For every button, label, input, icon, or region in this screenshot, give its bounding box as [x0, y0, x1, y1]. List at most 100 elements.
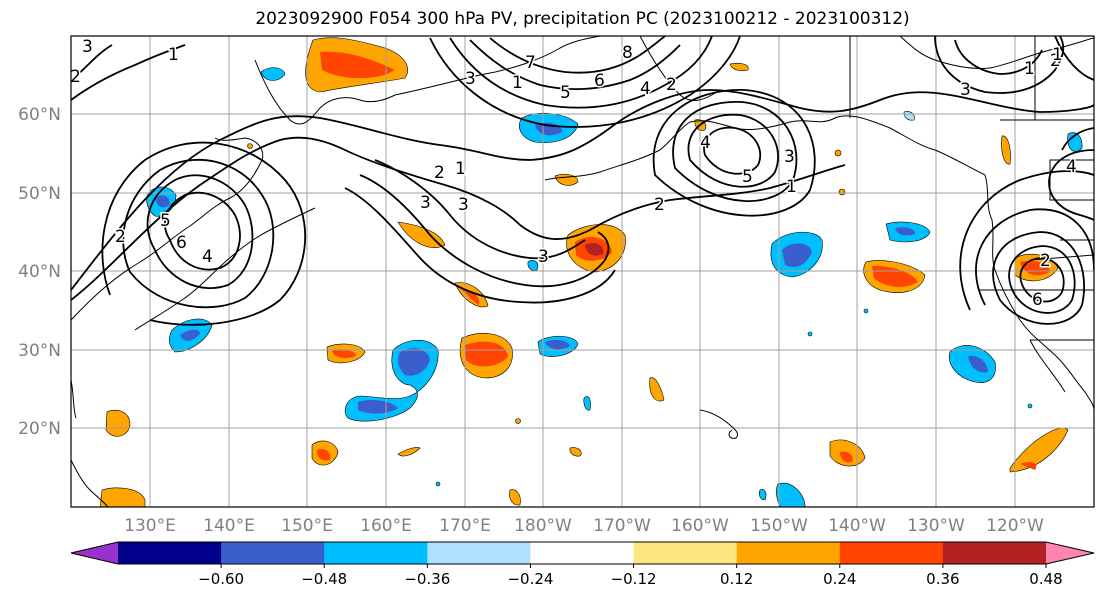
contour-label: 1	[512, 73, 523, 93]
pv-contour	[344, 187, 616, 304]
colorbar-tick-label: 0.36	[926, 570, 959, 588]
contour-label: 8	[622, 43, 633, 63]
colorbar-cell	[221, 542, 325, 564]
coastline-kamchatka	[254, 59, 396, 125]
pv-contours	[71, 36, 1094, 326]
colorbar-extend-low	[71, 542, 118, 564]
precip-positive-area	[1009, 427, 1069, 473]
colorbar-cell	[118, 542, 222, 564]
contour-label: 2	[666, 75, 677, 95]
contour-label: 3	[960, 80, 971, 100]
precip-positive-area	[569, 447, 582, 457]
contour-label: 6	[594, 71, 605, 91]
pv-contour	[1008, 245, 1076, 314]
contour-label: 3	[458, 195, 469, 215]
map-area: 3 2 1 8 7 6 5 4 2 1 3 2 6 5 4 3 1 2 3 1 …	[70, 36, 1094, 507]
lon-label: 160°W	[671, 516, 729, 536]
pv-contour	[1019, 257, 1065, 303]
pv-contour	[71, 89, 1094, 291]
contour-label: 2	[115, 227, 126, 247]
colorbar-cell	[633, 542, 738, 564]
lon-label: 130°E	[124, 516, 176, 536]
contour-label: 2	[654, 195, 665, 215]
coastline-alaska-north	[639, 36, 721, 101]
lon-label: 140°W	[828, 516, 886, 536]
contour-label: 1	[455, 159, 466, 179]
contour-label: 2	[1040, 251, 1051, 271]
pv-contour	[1061, 127, 1094, 151]
contour-label: 2	[434, 163, 445, 183]
contour-label: 4	[1066, 157, 1077, 177]
latitude-labels: 60°N 50°N 40°N 30°N 20°N	[18, 105, 61, 439]
lat-label: 60°N	[18, 105, 61, 125]
pv-contour	[469, 39, 681, 91]
colorbar-tick-label: −0.48	[301, 570, 347, 588]
coastline-siberia	[394, 36, 601, 96]
precip-negative-area	[776, 482, 806, 507]
lon-label: 170°W	[593, 516, 651, 536]
precip-positive-area	[397, 221, 446, 248]
pv-contour	[1054, 36, 1094, 81]
contour-label: 2	[1050, 51, 1061, 71]
lon-label: 170°E	[439, 516, 491, 536]
colorbar-outline	[70, 541, 1095, 565]
pv-contour	[992, 231, 1085, 325]
pv-contour	[449, 36, 713, 109]
contour-label: 6	[1032, 290, 1043, 310]
lat-label: 50°N	[18, 184, 61, 204]
colorbar-cell	[942, 542, 1047, 564]
colorbar-tick-label: 0.24	[823, 570, 856, 588]
colorbar-cell	[736, 542, 841, 564]
lon-label: 140°E	[203, 516, 255, 536]
contour-label: 2	[70, 67, 81, 87]
colorbar-extend-high	[1046, 542, 1094, 564]
pv-contour	[1048, 149, 1094, 221]
precip-negative-area	[260, 67, 286, 81]
precip-positive-area	[105, 409, 131, 437]
pv-contour	[122, 158, 275, 309]
contour-label: 1	[168, 45, 179, 65]
longitude-labels: 130°E 140°E 150°E 160°E 170°E 180°W 170°…	[124, 516, 1044, 536]
pv-contour	[954, 39, 1043, 75]
lon-label: 150°W	[750, 516, 808, 536]
lon-label: 150°E	[281, 516, 333, 536]
lat-label: 20°N	[18, 419, 61, 439]
lat-label: 40°N	[18, 262, 61, 282]
precip-positive-area	[729, 62, 749, 72]
pv-contour	[374, 159, 586, 260]
colorbar-tick-label: 0.12	[720, 570, 753, 588]
pv-contour	[672, 101, 798, 202]
precip-positive-area	[649, 377, 665, 402]
precipitation-shading	[99, 37, 1083, 507]
contour-label: 3	[420, 193, 431, 213]
contour-label: 3	[784, 147, 795, 167]
contour-label: 4	[640, 79, 651, 99]
coastline-west-coast	[984, 174, 1094, 411]
pv-contour	[975, 208, 1094, 306]
pv-contour	[429, 36, 741, 128]
colorbar-tick-label: −0.12	[611, 570, 657, 588]
coastline-east-asia	[71, 137, 264, 321]
colorbar-cell	[530, 542, 635, 564]
contour-label: 1	[786, 177, 797, 197]
pv-contour	[359, 174, 610, 288]
colorbar-tick-label: −0.36	[404, 570, 450, 588]
coastline-canada-north	[899, 36, 1094, 69]
contour-label: 1	[1024, 59, 1035, 79]
lon-label: 130°W	[907, 516, 965, 536]
precip-positive-area	[509, 489, 521, 506]
colorbar-tick-label: −0.60	[198, 570, 244, 588]
contour-label: 4	[700, 133, 711, 153]
coastlines	[71, 36, 1094, 507]
pv-contour	[959, 170, 1094, 311]
colorbar-cell	[839, 542, 944, 564]
pv-contour	[652, 89, 816, 217]
precip-positive-area	[1001, 135, 1011, 165]
colorbar-tick-label: −0.24	[507, 570, 553, 588]
contour-label: 3	[465, 69, 476, 89]
coastline-japan	[134, 207, 316, 331]
pv-contour	[687, 113, 779, 188]
contour-label: 4	[202, 247, 213, 267]
coastline-alaska	[544, 115, 986, 181]
pv-contour	[164, 191, 241, 271]
